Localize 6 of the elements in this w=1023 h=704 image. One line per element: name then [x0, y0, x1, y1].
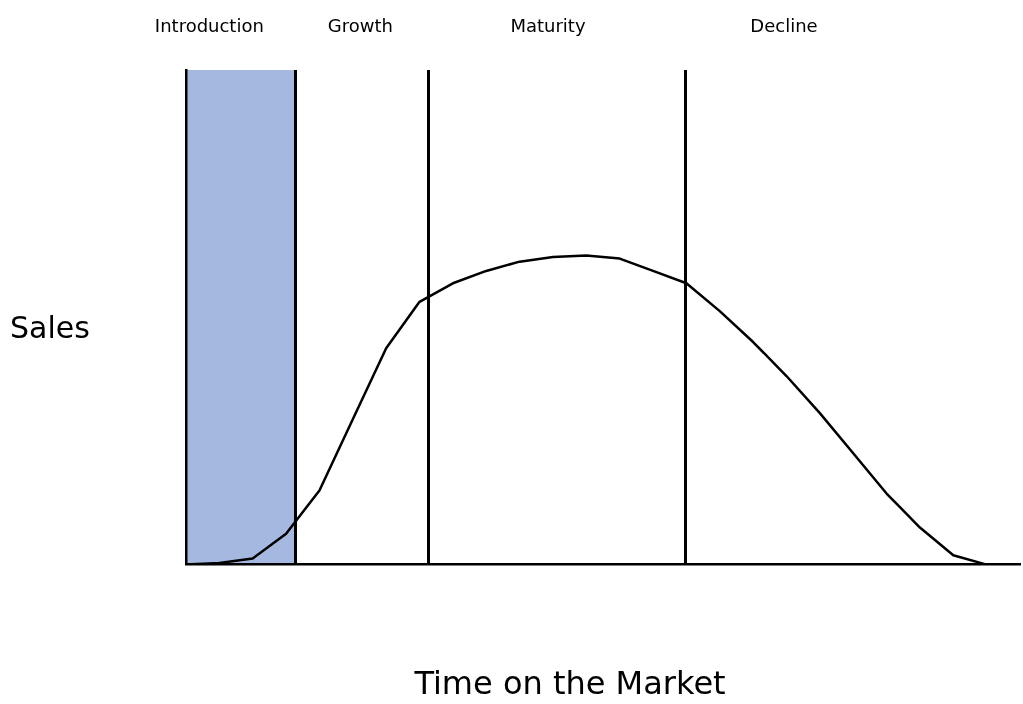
text: Introduction	[154, 14, 264, 36]
y-axis-title: Sales	[10, 309, 90, 345]
text: Decline	[750, 14, 818, 36]
x-axis-title: Time on the Market	[413, 664, 726, 703]
text: Growth	[327, 14, 393, 36]
text: Maturity	[510, 14, 586, 36]
